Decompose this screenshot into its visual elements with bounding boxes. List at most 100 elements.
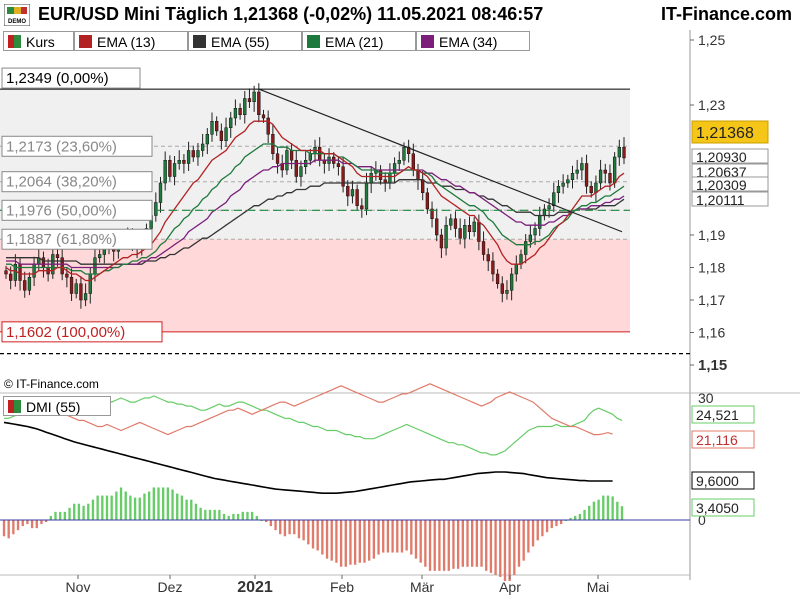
chart-title: EUR/USD Mini Täglich 1,21368 (-0,02%) 11… — [38, 4, 544, 24]
legend-item-dmi[interactable]: DMI (55) — [3, 396, 111, 416]
dmi-swatch-icon — [8, 400, 21, 413]
dmi-diff-bar — [35, 520, 38, 529]
dmi-diff-bar — [616, 501, 619, 520]
candle — [224, 127, 228, 141]
dmi-diff-bar — [297, 520, 301, 539]
dmi-diff-bar — [30, 520, 34, 529]
dmi-diff-bar — [461, 520, 464, 567]
dmi-diff-bar — [2, 520, 6, 537]
dmi-diff-bar — [199, 507, 202, 520]
dmi-diff-bar — [152, 487, 155, 520]
fib-label-box — [1, 135, 153, 157]
candle — [421, 179, 425, 193]
dmi-diff-bar — [185, 499, 188, 520]
candle — [425, 192, 430, 210]
dmi-diff-bar — [236, 513, 240, 520]
dmi-diff-bar — [157, 487, 160, 520]
logo-text: DEMO — [8, 19, 26, 25]
dmi-diff-bar — [307, 520, 310, 545]
candle — [23, 280, 27, 291]
dmi-diff-bar — [143, 493, 146, 520]
candle — [477, 221, 481, 242]
candle — [65, 273, 69, 278]
dmi-diff-bar — [620, 506, 624, 520]
candle — [505, 290, 509, 294]
candle — [369, 173, 373, 184]
fib-label: 1,1887 (61,80%) — [6, 231, 117, 248]
dmi-diff-bar — [438, 520, 441, 571]
candle — [603, 169, 607, 174]
dmi-diff-bar — [419, 520, 422, 563]
dmi-diff-bar — [269, 520, 273, 527]
candle — [449, 218, 453, 226]
legend-item-kurs[interactable]: Kurs — [3, 31, 74, 51]
dmi-diff-bar — [372, 520, 376, 559]
price-label-box — [691, 148, 769, 164]
dmi-diff-bar — [115, 491, 118, 520]
dmi-diff-bar — [49, 515, 52, 520]
fib-label: 1,1602 (100,00%) — [6, 324, 125, 341]
ema21-swatch-icon — [307, 35, 320, 48]
time-axis: Nov Dez 2021 Feb Mär Apr Mai — [66, 575, 609, 596]
candle — [598, 169, 603, 184]
brand-name: IT-Finance.com — [660, 4, 792, 24]
candle — [308, 153, 312, 161]
dmi-diff-bar — [339, 520, 343, 567]
candle — [435, 218, 439, 236]
copyright-text: © IT-Finance.com — [4, 377, 99, 391]
dmi-diff-bar — [452, 520, 455, 569]
candle — [4, 270, 8, 275]
legend-item-ema21[interactable]: EMA (21) — [302, 31, 416, 51]
dmi-diff-bar — [162, 487, 165, 520]
demo-logo-icon: DEMO — [4, 4, 30, 26]
dmi-diff-bar — [606, 495, 610, 520]
legend-item-ema55[interactable]: EMA (55) — [188, 31, 302, 51]
dmi-diff-bar — [574, 515, 577, 520]
dmi-diff-bar — [246, 511, 249, 520]
dmi-diff-bar — [250, 511, 254, 520]
candle — [219, 130, 224, 141]
dmi-panel — [0, 383, 690, 581]
dmi-diff-bar — [82, 505, 85, 520]
dmi-diff-bar — [428, 520, 432, 571]
dmi-diff-bar — [508, 520, 511, 581]
candle — [294, 160, 298, 177]
candle — [575, 169, 579, 174]
candle — [350, 189, 355, 197]
dmi-diff-bar — [166, 487, 170, 520]
price-label-box — [691, 191, 769, 207]
fib-label-box — [1, 228, 153, 250]
dmi-diff-bar — [96, 495, 99, 520]
candle — [547, 205, 551, 210]
legend-item-ema34[interactable]: EMA (34) — [416, 31, 530, 51]
ema13-swatch-icon — [79, 35, 92, 48]
dmi-diff-bar — [396, 520, 399, 553]
candle — [341, 166, 345, 187]
time-tick-label: Feb — [330, 579, 354, 595]
time-tick-label: 2021 — [237, 579, 273, 596]
dmi-diff-bar — [550, 520, 553, 529]
dmi-diff-bar — [26, 520, 29, 525]
candle — [360, 205, 364, 210]
ema13-line — [5, 120, 625, 282]
candle — [509, 273, 514, 291]
legend-label: EMA (34) — [439, 34, 498, 50]
candle — [257, 91, 261, 115]
candle — [622, 147, 626, 159]
legend-item-ema13[interactable]: EMA (13) — [74, 31, 188, 51]
price-label-box — [691, 176, 769, 192]
fib-label-box — [1, 67, 141, 89]
candle — [612, 156, 617, 184]
adx-line — [3, 421, 613, 495]
candle — [463, 225, 467, 239]
candle — [439, 234, 444, 249]
dmi-diff-bar — [588, 505, 591, 520]
dmi-diff-bar — [54, 511, 57, 520]
candle — [556, 186, 561, 193]
dmi-diff-bar — [442, 520, 446, 571]
dmi-diff-bar — [597, 499, 600, 520]
dmi-diff-bar — [391, 520, 394, 553]
dmi-axis: 30 0 24,521 21,116 9,6000 3,4050 — [691, 390, 755, 528]
candle — [500, 283, 504, 294]
